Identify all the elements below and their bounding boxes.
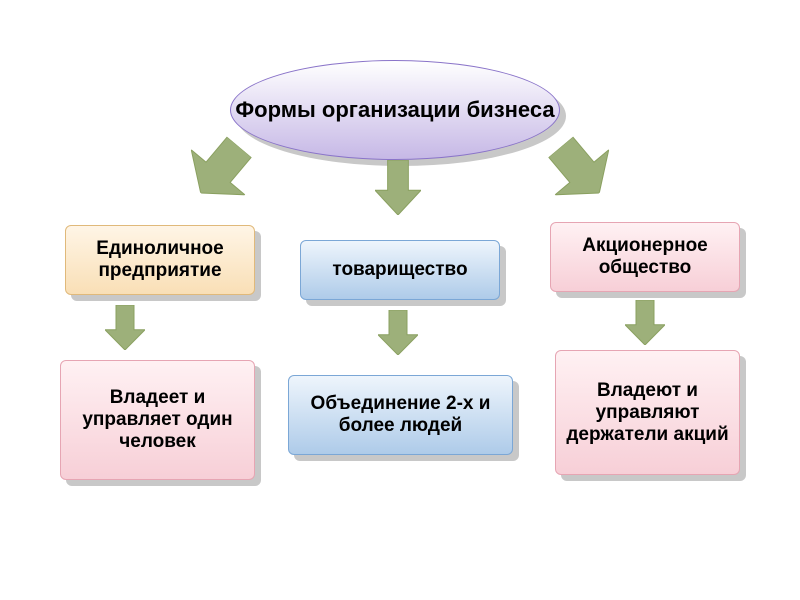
branch-left-desc-text: Владеет и управляет один человек (69, 387, 246, 453)
arrow-right-down (625, 300, 665, 345)
branch-center-desc: Объединение 2-х и более людей (288, 375, 513, 455)
arrow-left-down (105, 305, 145, 350)
branch-right-label: Акционерное общество (550, 222, 740, 292)
branch-right-desc: Владеют и управляют держатели акций (555, 350, 740, 475)
branch-right-label-text: Акционерное общество (559, 235, 731, 279)
arrow-root-center (375, 160, 421, 215)
arrow-center-down (378, 310, 418, 355)
branch-center-label: товарищество (300, 240, 500, 300)
branch-left-label: Единоличное предприятие (65, 225, 255, 295)
branch-left-desc: Владеет и управляет один человек (60, 360, 255, 480)
branch-center-label-text: товарищество (332, 259, 467, 281)
diagram-canvas: Формы организации бизнеса Единоличное пр… (0, 0, 800, 600)
branch-right-desc-text: Владеют и управляют держатели акций (564, 380, 731, 446)
branch-center-desc-text: Объединение 2-х и более людей (297, 393, 504, 437)
branch-left-label-text: Единоличное предприятие (74, 238, 246, 282)
root-node: Формы организации бизнеса (230, 60, 560, 160)
root-label: Формы организации бизнеса (235, 97, 554, 123)
